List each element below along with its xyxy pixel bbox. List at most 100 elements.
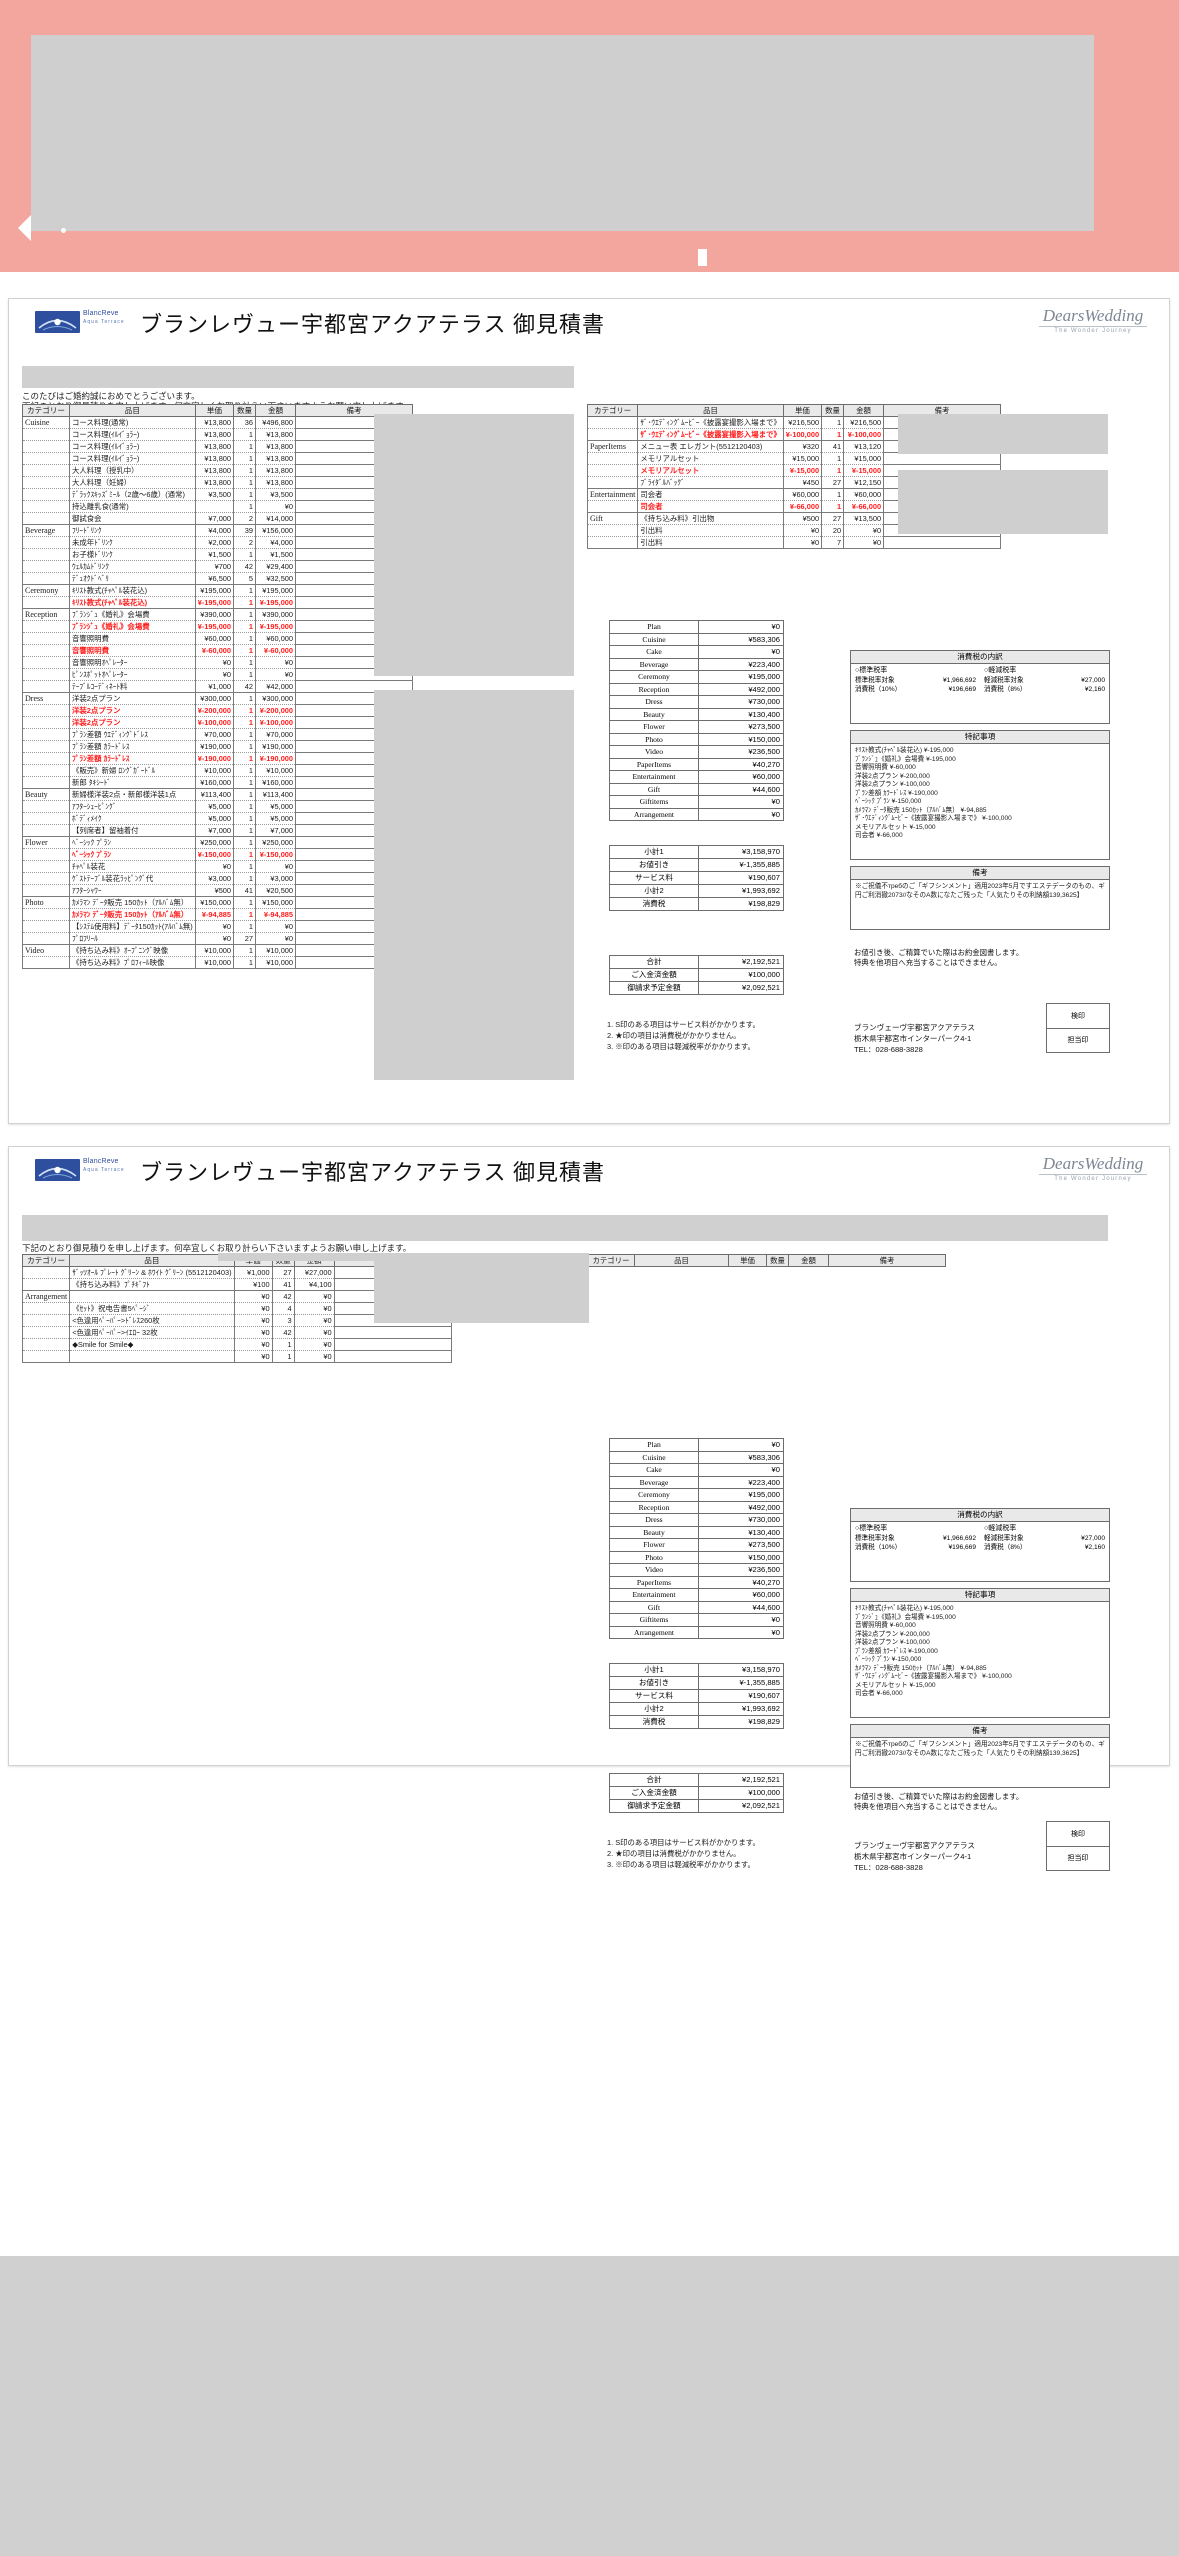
venue-logo-icon: [35, 1159, 80, 1181]
cell-price: ¥195,000: [194, 584, 235, 597]
list-item: ﾌﾞﾗﾝｼﾞｭ《婚礼》会場費 ¥-195,000: [855, 755, 956, 763]
cell-amount: ¥7,000: [255, 824, 297, 837]
cell-amount: ¥-200,000: [255, 704, 297, 717]
table-row[interactable]: ﾋﾟﾝｽﾎﾟｯﾄｵﾍﾟﾚｰﾀｰ ¥0 1 ¥0: [22, 668, 414, 681]
cell-price: ¥-94,885: [194, 908, 235, 921]
table-row[interactable]: ﾁｬﾍﾟﾙ装花 ¥0 1 ¥0: [22, 860, 414, 873]
list-item: 司会者 ¥-66,000: [855, 1690, 903, 1697]
cell-amount: ¥-195,000: [255, 596, 297, 609]
table-row[interactable]: ﾎﾞﾃﾞｨﾒｲｸ ¥5,000 1 ¥5,000: [22, 812, 414, 825]
table-row[interactable]: Beauty 新婦様洋装2点・新郎様洋装1点 ¥113,400 1 ¥113,400: [22, 788, 414, 801]
table-row[interactable]: ﾍﾞｰｼｯｸ ﾌﾟﾗﾝ ¥-150,000 1 ¥-150,000: [22, 848, 414, 861]
summary-table-2: Plan ¥0 Cuisine ¥583,306 Cake ¥0 Beverage ¥223,…: [609, 1438, 784, 1639]
cell-price: ¥13,800: [194, 452, 235, 465]
table-row[interactable]: ﾃﾞｭｵｸﾄﾞﾍﾞﾘ ¥6,500 5 ¥32,500: [22, 572, 414, 585]
table-row[interactable]: メモリアルセット ¥15,000 1 ¥15,000: [586, 452, 1002, 465]
table-row[interactable]: 音響照明費 ¥60,000 1 ¥60,000: [22, 632, 414, 645]
cell-item: 新婦様洋装2点・新郎様洋装1点: [69, 788, 196, 801]
redaction-bar-1: [22, 366, 574, 388]
cell-item: 引出料: [637, 536, 784, 549]
tax-label: 消費税（8%）: [984, 1544, 1027, 1551]
cell-category: Photo: [22, 896, 70, 909]
summary-row: サービス料 ¥190,607: [609, 1689, 784, 1703]
cell-amount: ¥14,000: [255, 512, 297, 525]
table-row[interactable]: 【ｼｽﾃﾑ使用料】ﾃﾞｰﾀ150ｶｯﾄ(ｱﾙﾊﾞﾑ無) ¥0 1 ¥0: [22, 920, 414, 933]
cell-amount: ¥4,100: [293, 1278, 335, 1291]
table-row[interactable]: 【列席者】留袖着付 ¥7,000 1 ¥7,000: [22, 824, 414, 837]
table-row[interactable]: Ceremony ｷﾘｽﾄ教式(ﾁｬﾍﾟﾙ装花込) ¥195,000 1 ¥195,00…: [22, 584, 414, 597]
table-row[interactable]: 《持ち込み料》ﾌﾟﾛﾌｨｰﾙ映像 ¥10,000 1 ¥10,000: [22, 956, 414, 969]
items-table-page2-right[interactable]: カテゴリー 品目 単価 数量 金額 備考: [587, 1254, 946, 1267]
cell-qty: 1: [233, 620, 257, 633]
table-row[interactable]: 大人料理（授乳中） ¥13,800 1 ¥13,800: [22, 464, 414, 477]
list-item: 2. ★印の項目は消費税がかかりません。: [607, 1849, 741, 1858]
cell-category: [22, 932, 70, 945]
table-row[interactable]: ｹﾞｽﾄﾃｰﾌﾞﾙ装花ﾗｯﾋﾟﾝｸﾞ代 ¥3,000 1 ¥3,000: [22, 872, 414, 885]
cell-category: Entertainment: [586, 488, 639, 501]
cell-category: [22, 812, 70, 825]
summary-label: Cuisine: [609, 1450, 699, 1464]
table-row[interactable]: 音響照明費 ¥-60,000 1 ¥-60,000: [22, 644, 414, 657]
redaction-overlay: [218, 1253, 374, 1261]
table-row[interactable]: 大人料理（妊婦） ¥13,800 1 ¥13,800: [22, 476, 414, 489]
cell-item: 司会者: [637, 488, 784, 501]
table-row[interactable]: ﾌﾞﾗﾝｼﾞｭ《婚礼》会場費 ¥-195,000 1 ¥-195,000: [22, 620, 414, 633]
summary-row: 小計2 ¥1,993,692: [609, 884, 784, 898]
summary-row: 御請求予定金額 ¥2,092,521: [609, 981, 784, 995]
table-row[interactable]: 御試食会 ¥7,000 2 ¥14,000: [22, 512, 414, 525]
cell-amount: ¥32,500: [255, 572, 297, 585]
summary-label: 御請求予定金額: [609, 981, 699, 995]
table-row[interactable]: コース料理(ｲﾙｲﾞｮﾗｰ) ¥13,800 1 ¥13,800: [22, 452, 414, 465]
table-row[interactable]: ◆Smile for Smile◆ ¥0 1 ¥0: [21, 1338, 452, 1351]
table-row[interactable]: Cuisine コース料理(通常) ¥13,800 36 ¥496,800: [22, 416, 414, 429]
table-row[interactable]: お子様ﾄﾞﾘﾝｸ ¥1,500 1 ¥1,500: [22, 548, 414, 561]
table-row[interactable]: 洋装2点プラン ¥-100,000 1 ¥-100,000: [22, 716, 414, 729]
cell-price: ¥-100,000: [782, 428, 823, 441]
table-row[interactable]: コース料理(ｲﾙｲﾞｮﾗｰ) ¥13,800 1 ¥13,800: [22, 440, 414, 453]
table-row[interactable]: ﾌﾟﾗﾝ差額 ｶﾗｰﾄﾞﾚｽ ¥190,000 1 ¥190,000: [22, 740, 414, 753]
cell-qty: 1: [233, 848, 257, 861]
cell-qty: 39: [233, 524, 257, 537]
tax-reduced-rows: 軽減税率対象 ¥27,000 消費税（8%） ¥2,160: [984, 1534, 1105, 1552]
cell-category: [21, 1326, 71, 1339]
table-row[interactable]: 未成年ﾄﾞﾘﾝｸ ¥2,000 2 ¥4,000: [22, 536, 414, 549]
stamp-staff: 担当印: [1067, 1855, 1089, 1863]
table-row[interactable]: ﾌﾟﾗﾝ差額 ｶﾗｰﾄﾞﾚｽ ¥-190,000 1 ¥-190,000: [22, 752, 414, 765]
table-row[interactable]: 洋装2点プラン ¥-200,000 1 ¥-200,000: [22, 704, 414, 717]
table-row[interactable]: Beverage ﾌﾘｰﾄﾞﾘﾝｸ ¥4,000 39 ¥156,000: [22, 524, 414, 537]
table-row[interactable]: ﾃｰﾌﾞﾙｺｰﾃﾞｨﾈｰﾄ料 ¥1,000 42 ¥42,000: [22, 680, 414, 693]
table-row[interactable]: ﾌﾟﾗﾝ差額 ｳｴﾃﾞｨﾝｸﾞﾄﾞﾚｽ ¥70,000 1 ¥70,000: [22, 728, 414, 741]
cell-qty: 1: [821, 428, 845, 441]
items-table-page1-left[interactable]: カテゴリー 品目 単価 数量 金額 備考 Cuisine コース料理(通常) ¥13…: [22, 404, 414, 969]
table-row[interactable]: ¥0 1 ¥0: [21, 1350, 452, 1363]
table-row[interactable]: 引出料 ¥0 7 ¥0: [586, 536, 1002, 549]
summary-row: Cuisine ¥583,306: [609, 1450, 784, 1464]
table-row[interactable]: ｷﾘｽﾄ教式(ﾁｬﾍﾟﾙ装花込) ¥-195,000 1 ¥-195,000: [22, 596, 414, 609]
cell-amount: ¥-100,000: [255, 716, 297, 729]
cell-item: ﾌﾞﾗﾝｼﾞｭ《婚礼》会場費: [69, 608, 196, 621]
table-row[interactable]: 持込離乳食(通常) 1 ¥0: [22, 500, 414, 513]
chevron-left-icon[interactable]: [18, 215, 31, 241]
table-row[interactable]: ｶﾒﾗﾏﾝ ﾃﾞｰﾀ販売 150ｶｯﾄ（ｱﾙﾊﾞﾑ無） ¥-94,885 1 ¥-94…: [22, 908, 414, 921]
summary-row: Reception ¥492,000: [609, 682, 784, 696]
table-row[interactable]: Dress 洋装2点プラン ¥300,000 1 ¥300,000: [22, 692, 414, 705]
table-row[interactable]: ｱﾌﾀｰｼｪｰﾋﾟﾝｸﾞ ¥5,000 1 ¥5,000: [22, 800, 414, 813]
table-row[interactable]: Flower ﾍﾞｰｼｯｸ ﾌﾟﾗﾝ ¥250,000 1 ¥250,000: [22, 836, 414, 849]
table-row[interactable]: 新郎 ﾀｷｼｰﾄﾞ ¥160,000 1 ¥160,000: [22, 776, 414, 789]
table-row[interactable]: Photo ｶﾒﾗﾏﾝ ﾃﾞｰﾀ販売 150ｶｯﾄ（ｱﾙﾊﾞﾑ無） ¥150,000…: [22, 896, 414, 909]
table-row[interactable]: ｱﾌﾀｰｼｬﾜｰ ¥500 41 ¥20,500: [22, 884, 414, 897]
table-row[interactable]: コース料理(ｲﾙｲﾞｮﾗｰ) ¥13,800 1 ¥13,800: [22, 428, 414, 441]
table-row[interactable]: <色違用ﾍﾟｰﾊﾟｰ>ｲｴﾛｰ 32枚 ¥0 42 ¥0: [21, 1326, 452, 1339]
table-row[interactable]: Reception ﾌﾞﾗﾝｼﾞｭ《婚礼》会場費 ¥390,000 1 ¥390,000: [22, 608, 414, 621]
summary-row: Flower ¥273,500: [609, 720, 784, 734]
table-row[interactable]: 《販売》新婦 ﾛﾝｸﾞｶﾞｰﾄﾞﾙ ¥10,000 1 ¥10,000: [22, 764, 414, 777]
table-row[interactable]: 音響照明ｵﾍﾟﾚｰﾀｰ ¥0 1 ¥0: [22, 656, 414, 669]
table-row[interactable]: ﾃﾞﾗｯｸｽｷｯｽﾞﾐｰﾙ（2歳～6歳）(通常) ¥3,500 1 ¥3,500: [22, 488, 414, 501]
cell-item: ﾃﾞｭｵｸﾄﾞﾍﾞﾘ: [69, 572, 196, 585]
table-row[interactable]: Video 《持ち込み料》ｵｰﾌﾟﾆﾝｸﾞ映像 ¥10,000 1 ¥10,000: [22, 944, 414, 957]
table-row[interactable]: ﾌﾟﾛﾌﾘｰﾙ ¥0 27 ¥0: [22, 932, 414, 945]
tax-row: 消費税（8%） ¥2,160: [984, 1543, 1105, 1552]
cell-amount: ¥250,000: [255, 836, 297, 849]
table-row[interactable]: ｳｪﾙｶﾑﾄﾞﾘﾝｸ ¥700 42 ¥29,400: [22, 560, 414, 573]
cell-amount: ¥13,500: [843, 512, 885, 525]
